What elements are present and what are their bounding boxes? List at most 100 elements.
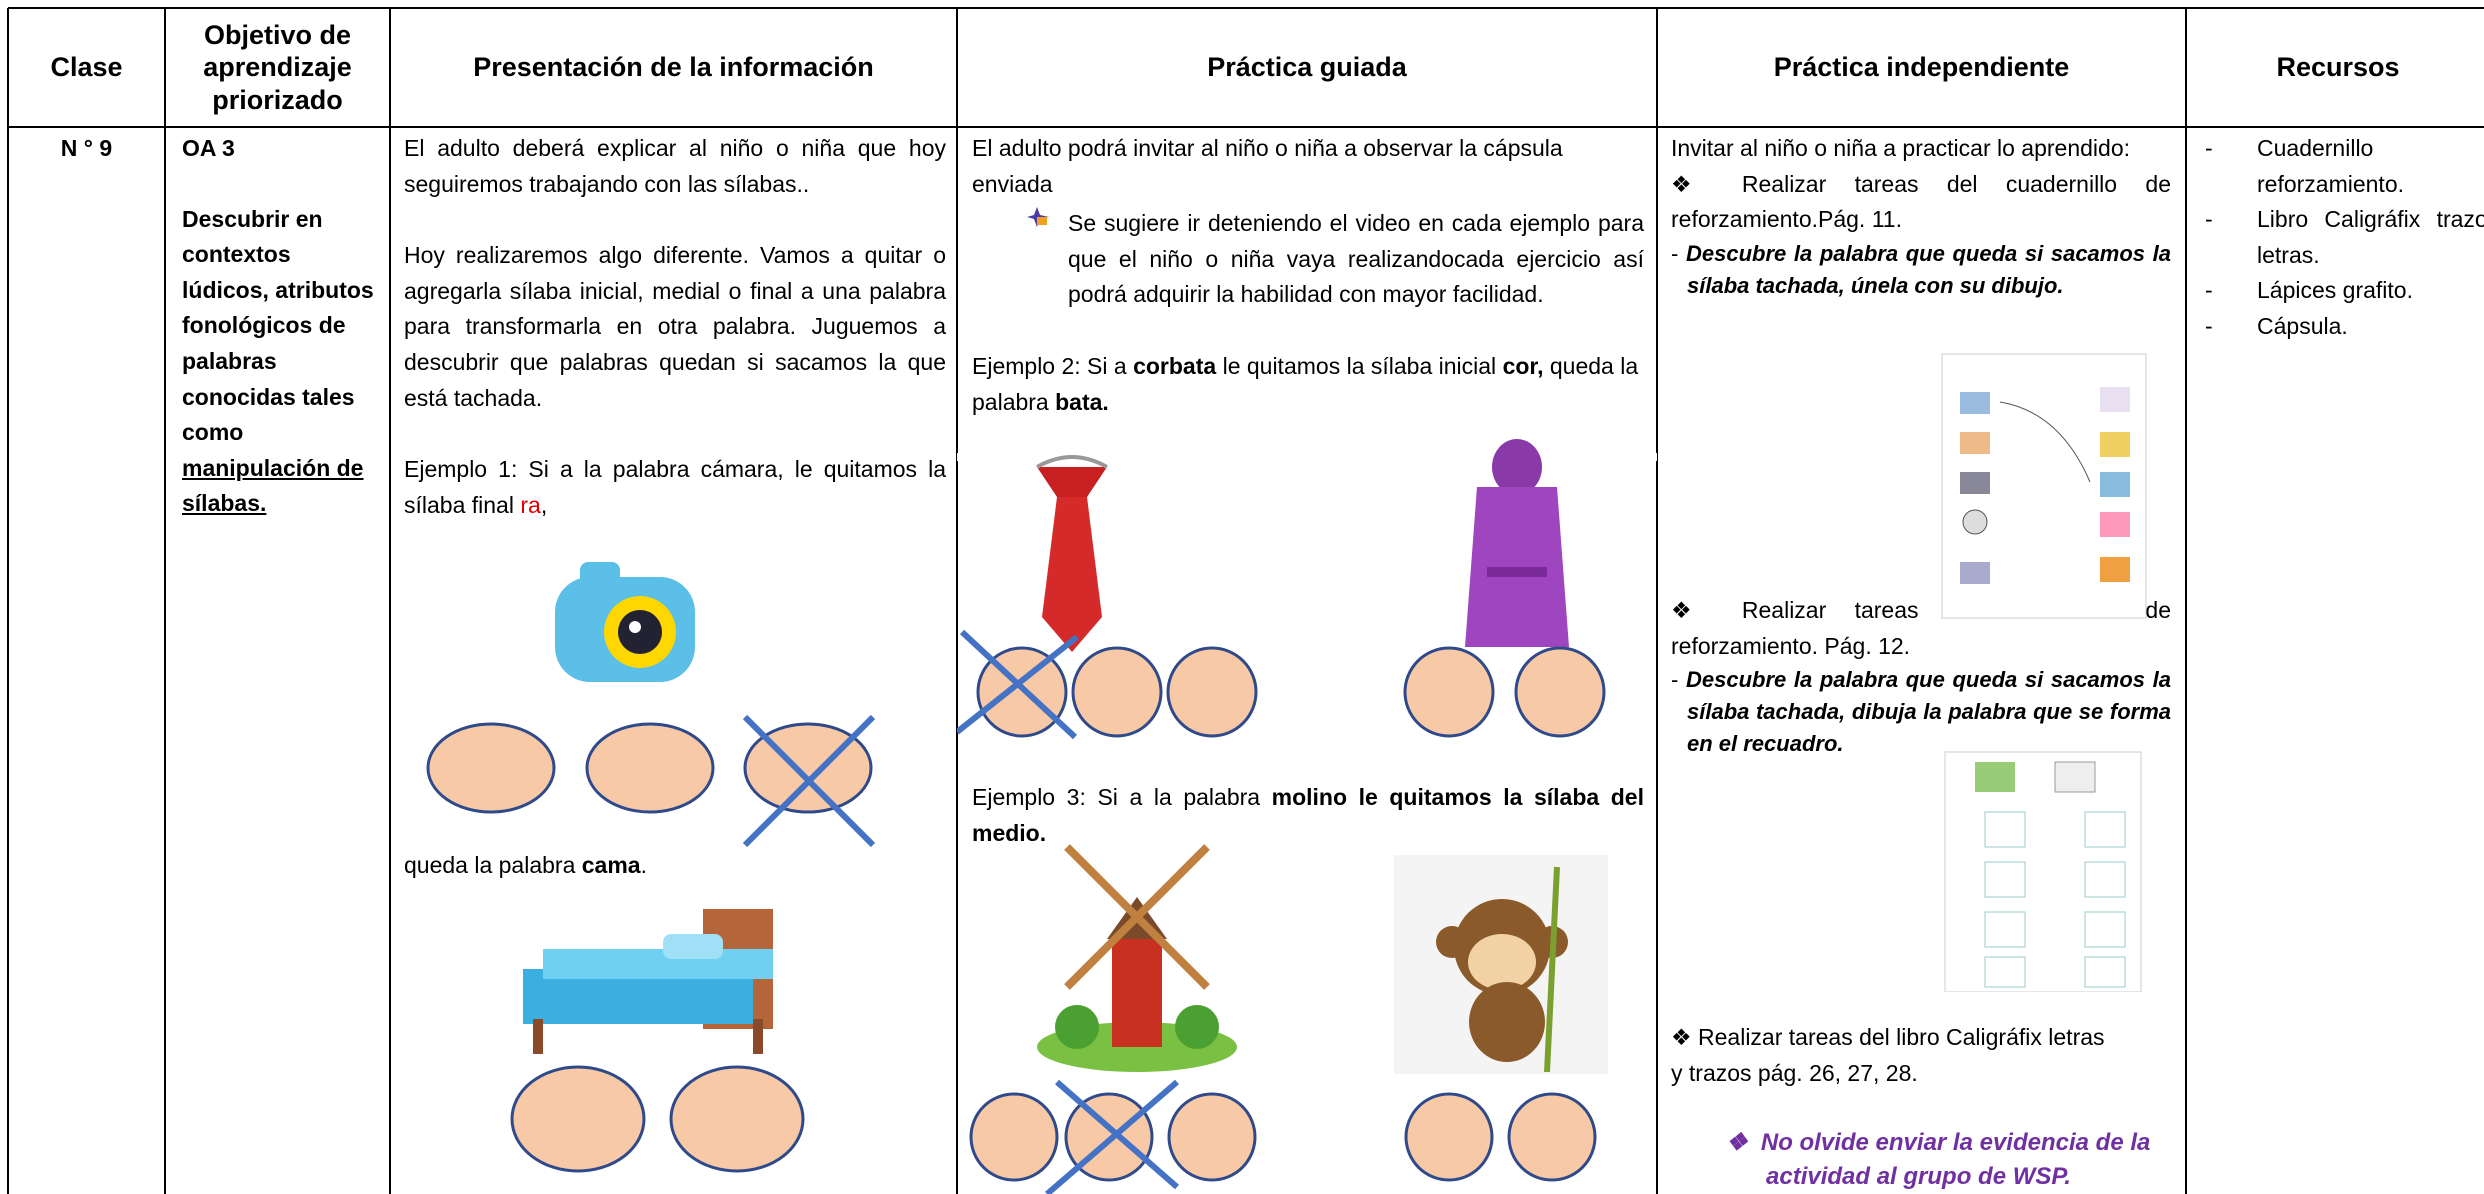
oa-description: Descubrir en contextos lúdicos, atributo… <box>182 205 374 446</box>
task-detail: - Descubre la palabra que queda si sacam… <box>1671 664 2171 760</box>
reminder-text: No olvide enviar la evidencia de la acti… <box>1760 1129 2151 1190</box>
cross-mark <box>959 629 1078 740</box>
bullet: ❖ <box>1726 1129 1748 1156</box>
shape <box>1436 926 1468 958</box>
shape <box>2100 387 2130 412</box>
text: . <box>640 852 647 878</box>
paragraph: El adulto podrá invitar al niño o niña a… <box>972 135 1563 197</box>
shape <box>1487 567 1547 577</box>
text: Ejemplo 2: Si a <box>972 352 1134 379</box>
text: , <box>540 491 548 518</box>
shape <box>1999 401 2091 483</box>
paragraph: Ejemplo 2: Si a corbata le quitamos la s… <box>972 349 1644 420</box>
answer-circle <box>426 722 556 814</box>
bullet-icon <box>1027 207 1049 227</box>
bullet: ❖ <box>1671 1024 1692 1050</box>
shape <box>1469 982 1545 1062</box>
bold: molino le quitamos la sílaba del medio. <box>972 784 1644 846</box>
robe <box>1465 439 1569 647</box>
shape <box>2100 432 2130 457</box>
resource-text: Libro Caligráfix trazos y letras. <box>2257 206 2484 268</box>
dash: - <box>1671 667 1679 693</box>
recursos: - Cuadernillo de reforzamiento. - Libro Cal… <box>2205 131 2484 345</box>
bed <box>523 909 773 1054</box>
shape <box>1984 861 2026 898</box>
resource-item: - Cápsula. <box>2205 309 2484 345</box>
shape <box>1112 937 1162 1047</box>
presentacion: El adulto deberá explicar al niño o niña… <box>404 131 946 523</box>
shape <box>2100 472 2130 497</box>
answer-circle <box>1514 646 1606 738</box>
text: le quitamos la sílaba inicial <box>1216 352 1503 379</box>
answer-circle <box>1167 1092 1257 1182</box>
bold: cama <box>581 852 641 878</box>
paragraph: Ejemplo 1: Si a la palabra cámara, le qu… <box>404 452 946 523</box>
shape <box>1960 392 1990 414</box>
header-cell: Clase <box>50 52 123 83</box>
cross-mark <box>1045 1079 1179 1194</box>
paragraph: El adulto deberá explicar al niño o niña… <box>404 135 946 197</box>
guiada-illustrations <box>957 207 1657 1194</box>
detail-text: Descubre la palabra que queda si sacamos… <box>1685 240 2171 298</box>
shape <box>2054 761 2096 793</box>
shape <box>2100 512 2130 537</box>
oa-underlined: manipulación de sílabas. <box>182 454 364 517</box>
text: Ejemplo 3: Si a la palabra <box>972 784 1272 810</box>
paragraph: Ejemplo 3: Si a la palabra molino le qui… <box>972 780 1644 851</box>
task-text: Realizar tareas del libro Caligráfix let… <box>1671 1024 2105 1086</box>
shape <box>1962 509 1988 535</box>
shape <box>543 949 773 979</box>
shape <box>1975 762 2015 792</box>
dash: - <box>2205 277 2213 304</box>
windmill <box>1037 844 1237 1072</box>
shape <box>1037 467 1107 497</box>
practica-independiente: Invitar al niño o niña a practicar lo ap… <box>1671 131 2171 302</box>
answer-circle <box>1404 1092 1494 1182</box>
shape <box>1042 497 1102 652</box>
oa-text: Descubrir en contextos lúdicos, atributo… <box>182 202 382 522</box>
bullet-item: Se sugiere ir deteniendo el video en cad… <box>1068 210 1644 308</box>
text: queda la palabra <box>972 352 1639 415</box>
shape <box>1984 811 2026 848</box>
cross-mark <box>742 714 876 848</box>
shape <box>753 1019 763 1054</box>
objetivo: OA 3 Descubrir en contextos lúdicos, atr… <box>182 131 382 522</box>
dash: - <box>2205 135 2213 161</box>
monkey <box>1394 855 1608 1074</box>
answer-circle <box>585 722 715 814</box>
resource-text: Cápsula. <box>2257 312 2348 339</box>
shape <box>1468 934 1536 990</box>
header-cell: Práctica guiada <box>1207 52 1407 83</box>
shape <box>2100 557 2130 582</box>
shape <box>1960 432 1990 454</box>
shape <box>2084 811 2126 848</box>
answer-circle <box>1071 646 1163 738</box>
practica-guiada: El adulto podrá invitar al niño o niña a… <box>972 131 1644 420</box>
task: ❖ Realizar tareas del cuadernillo de ref… <box>1671 167 2171 238</box>
resource-item: - Cuadernillo de reforzamiento. <box>2205 131 2484 202</box>
paragraph: Invitar al niño o niña a practicar lo ap… <box>1671 135 2131 161</box>
shape <box>1175 1005 1219 1049</box>
answer-circle <box>969 1092 1059 1182</box>
bullet: ❖ <box>1671 170 1714 197</box>
paragraph: queda la palabra cama. <box>404 848 647 884</box>
resource-item: - Lápices grafito. <box>2205 273 2484 309</box>
shape <box>1055 1005 1099 1049</box>
reminder: ❖ No olvide enviar la evidencia de la ac… <box>1726 1126 2206 1194</box>
resource-text: Cuadernillo de reforzamiento. <box>2257 135 2484 197</box>
bold: bata. <box>1055 388 1109 415</box>
bullet: ❖ <box>1671 597 1714 623</box>
answer-circle <box>669 1065 805 1173</box>
shape <box>957 453 1657 461</box>
shape <box>580 562 620 587</box>
task: ❖ Realizar tareas del libro Caligráfix l… <box>1671 1020 2111 1091</box>
shape <box>1984 956 2026 988</box>
oa-code: OA 3 <box>182 135 235 161</box>
shape <box>618 610 662 654</box>
resource-item: - Libro Caligráfix trazos y letras. <box>2205 202 2484 273</box>
clase: N ° 9 <box>60 135 113 161</box>
text: queda la palabra <box>404 852 582 878</box>
shape <box>1037 217 1047 225</box>
bold: corbata <box>1133 352 1217 379</box>
header-cell: Práctica independiente <box>1773 52 2070 83</box>
